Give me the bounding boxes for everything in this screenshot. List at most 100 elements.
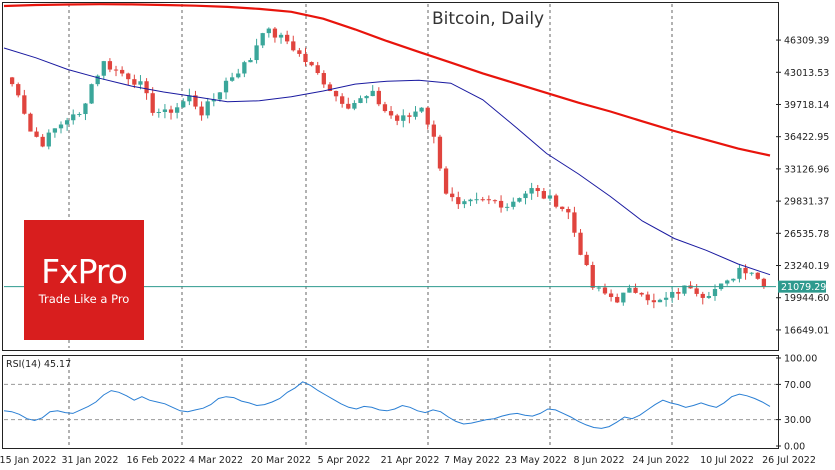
candle-body: [95, 75, 100, 85]
candle-body: [419, 107, 424, 112]
candle-body: [297, 50, 302, 54]
candle-body: [340, 96, 345, 104]
y-tick-label: 36422.95: [784, 132, 829, 143]
candle-body: [725, 280, 730, 284]
candle-body: [670, 291, 675, 298]
x-tick-label: 24 Jun 2022: [632, 455, 689, 466]
candle-body: [468, 199, 473, 202]
candle-body: [321, 73, 326, 85]
candle-body: [553, 195, 559, 207]
candle-body: [712, 289, 718, 297]
candle-body: [260, 33, 265, 46]
candle-body: [266, 28, 271, 34]
candle-body: [615, 296, 620, 303]
candle-body: [223, 80, 229, 93]
x-tick-label: 21 Apr 2022: [381, 455, 440, 466]
candle-body: [309, 62, 314, 66]
candle-body: [706, 296, 712, 298]
candle-body: [731, 278, 736, 281]
candle-body: [211, 99, 216, 102]
candle-body: [700, 293, 705, 298]
candle-body: [168, 109, 174, 113]
candle-body: [46, 132, 51, 147]
candle-body: [119, 69, 125, 74]
x-tick-label: 31 Jan 2022: [62, 455, 119, 466]
candle-body: [382, 104, 388, 112]
candle-body: [346, 103, 351, 109]
candle-body: [535, 188, 540, 192]
candle-body: [193, 95, 198, 107]
rsi-tick-label: 0.00: [784, 442, 805, 453]
candle-body: [486, 199, 491, 201]
candle-body: [303, 53, 308, 63]
rsi-panel-frame: [2, 355, 779, 449]
candle-body: [450, 193, 455, 198]
candle-body: [150, 93, 155, 113]
candle-body: [230, 77, 235, 81]
candle-body: [254, 45, 259, 61]
candle-body: [608, 293, 614, 297]
rsi-tick-label: 100.00: [784, 354, 817, 365]
logo-tagline: Trade Like a Pro: [38, 292, 130, 306]
candle-body: [492, 200, 498, 202]
candle-body: [676, 291, 681, 294]
x-tick-label: 26 Jul 2022: [762, 455, 816, 466]
candle-body: [480, 199, 485, 201]
candle-body: [89, 84, 94, 104]
rsi-line-layer: [3, 381, 771, 429]
candle-body: [596, 287, 602, 289]
candle-body: [474, 199, 479, 201]
y-tick-label: 26535.78: [784, 229, 829, 240]
moving-averages: [3, 3, 771, 276]
candle-body: [578, 232, 583, 255]
main-panel-frame: [2, 2, 779, 351]
candle-body: [156, 111, 161, 113]
y-axis: 46309.39 43013.53 39718.14 36422.95 33126.96…: [776, 36, 829, 336]
candle-body: [352, 102, 357, 109]
candle-body: [523, 193, 528, 199]
candle-body: [584, 254, 589, 266]
candle-body: [743, 267, 748, 274]
candle-body: [529, 188, 534, 194]
candle-body: [248, 60, 253, 63]
candle-body: [22, 95, 27, 114]
candle-body: [755, 272, 760, 279]
x-tick-label: 16 Feb 2022: [126, 455, 185, 466]
candle-body: [205, 101, 210, 116]
candle-body: [28, 113, 33, 132]
candle-body: [443, 168, 449, 194]
candle-body: [64, 120, 70, 125]
candle-body: [572, 212, 577, 233]
y-tick-label: 29831.37: [784, 197, 829, 208]
rsi-line: [3, 381, 771, 429]
candle-body: [83, 103, 88, 115]
candle-body: [590, 265, 595, 288]
candle-body: [107, 61, 113, 70]
x-tick-label: 23 May 2022: [505, 455, 567, 466]
candle-body: [242, 62, 247, 74]
candle-body: [633, 287, 638, 293]
candle-body: [71, 114, 76, 121]
candle-body: [52, 128, 58, 133]
moving-average-line: [3, 47, 771, 276]
candle-body: [315, 65, 320, 74]
candle-body: [77, 114, 82, 116]
candle-body: [217, 92, 223, 100]
candle-body: [737, 267, 742, 279]
candle-body: [639, 292, 644, 295]
candle-body: [132, 79, 137, 85]
candle-body: [113, 69, 119, 71]
candlesticks: [9, 26, 767, 309]
candle-body: [560, 206, 565, 209]
candle-body: [566, 208, 571, 213]
x-tick-label: 20 Mar 2022: [251, 455, 311, 466]
candle-body: [187, 95, 192, 102]
candle-body: [651, 300, 657, 303]
x-axis: 15 Jan 2022 31 Jan 2022 16 Feb 2022 4 Mar 2…: [0, 455, 816, 466]
candle-body: [327, 84, 333, 91]
rsi-levels: [4, 383, 776, 421]
candle-body: [749, 272, 754, 274]
candle-body: [431, 124, 436, 137]
candle-body: [236, 73, 241, 78]
candle-body: [413, 111, 418, 117]
